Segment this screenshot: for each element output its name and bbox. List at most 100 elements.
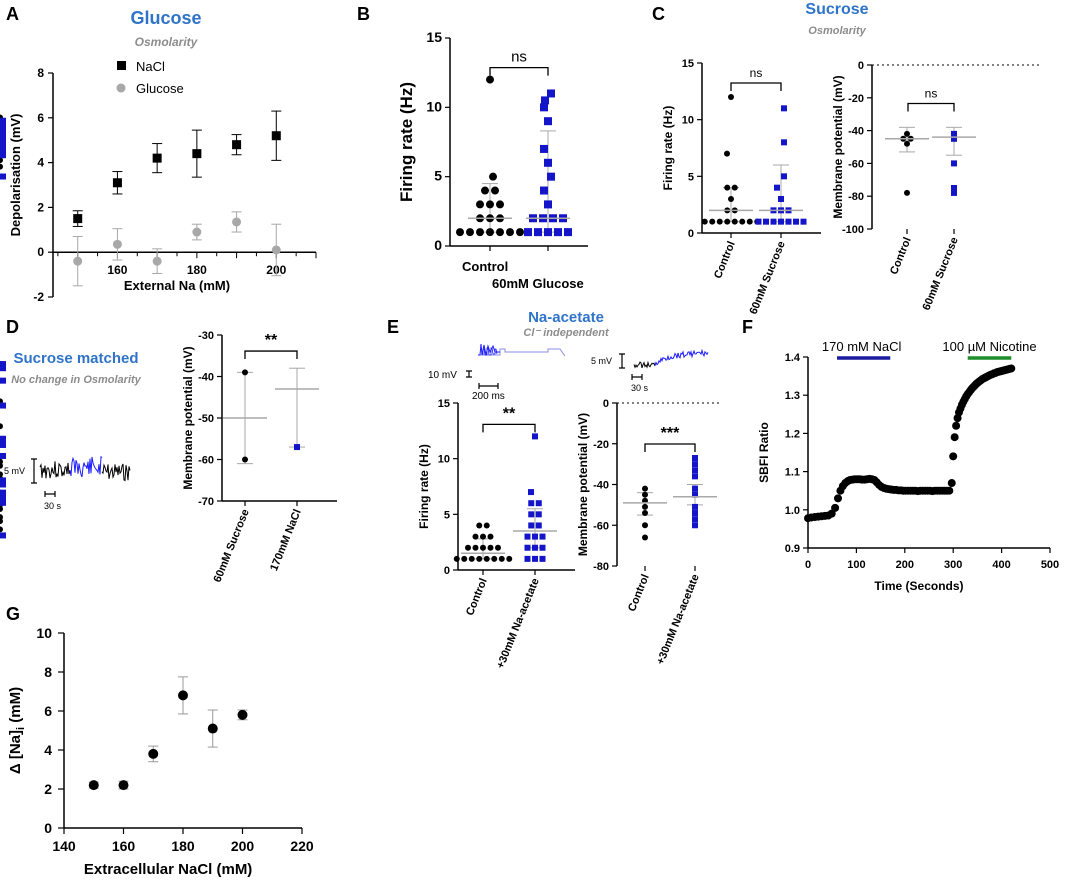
y-tick-label: 8 xyxy=(37,66,44,80)
data-point xyxy=(495,544,501,551)
y-tick-label: -80 xyxy=(593,561,609,573)
data-point xyxy=(781,173,787,180)
data-point xyxy=(0,489,6,496)
panel-c-title: Sucrose xyxy=(805,1,868,18)
data-point xyxy=(692,516,698,523)
group-1 xyxy=(513,433,557,562)
data-point xyxy=(0,402,6,409)
data-point xyxy=(540,103,548,112)
data-point xyxy=(468,555,475,562)
data-point xyxy=(192,149,202,159)
data-point xyxy=(544,158,552,167)
x-axis-label: Time (Seconds) xyxy=(874,579,963,593)
data-point xyxy=(465,544,471,551)
annotation-label: 100 µM Nicotine xyxy=(942,339,1036,354)
data-point xyxy=(88,780,99,791)
y-tick-label: 5 xyxy=(434,168,442,184)
chart-c1: 0 5 10 15 Firing rate (Hz) ns Control 60mM Sucr… xyxy=(661,58,821,316)
data-point xyxy=(539,544,546,551)
data-point xyxy=(642,522,648,529)
category-label: +30mM Na-acetate xyxy=(655,573,702,667)
significance-label: ns xyxy=(750,66,763,80)
chart-b: 0 5 10 15 Firing rate (Hz) ns Control 60mM Gluc… xyxy=(397,29,588,291)
data-point xyxy=(642,485,648,492)
x-tick-label: 160 xyxy=(107,263,127,277)
data-point xyxy=(294,444,300,451)
y-axis-label-sub: i xyxy=(15,727,27,730)
data-point xyxy=(793,218,799,225)
y-tick-label: 0.9 xyxy=(785,543,800,555)
data-point xyxy=(951,130,957,137)
x-tick-label: 300 xyxy=(944,559,962,571)
data-point xyxy=(461,555,468,562)
x-tick-label: 100 xyxy=(847,559,865,571)
significance-label: ns xyxy=(511,49,527,66)
group-0 xyxy=(456,75,524,237)
x-tick-label: 180 xyxy=(171,838,195,854)
y-tick-label: 15 xyxy=(682,58,694,70)
data-point xyxy=(466,228,474,237)
data-point xyxy=(487,533,494,540)
panel-letter-a: A xyxy=(6,4,19,24)
data-point xyxy=(781,105,787,112)
significance-label: ** xyxy=(265,332,278,349)
data-point xyxy=(532,533,538,540)
data-point xyxy=(118,780,129,791)
data-point xyxy=(554,228,562,237)
x-tick-label: 220 xyxy=(290,838,314,854)
data-point xyxy=(952,421,961,430)
category-label: Control xyxy=(626,573,652,614)
data-point xyxy=(489,172,497,181)
y-tick-label: 10 xyxy=(36,625,52,641)
trace-e1-scale-v-label: 10 mV xyxy=(428,370,457,381)
y-tick-label: 1.4 xyxy=(785,352,801,364)
data-point xyxy=(476,200,484,209)
data-point xyxy=(535,511,542,518)
trace-e2-scale-t-label: 30 s xyxy=(631,383,649,393)
data-point xyxy=(496,228,504,237)
y-tick-label: 4 xyxy=(37,156,44,170)
trace-e2-scale-t xyxy=(631,374,643,380)
data-point xyxy=(0,365,6,372)
data-point xyxy=(472,544,479,551)
panel-letter-e: E xyxy=(387,317,399,337)
data-point xyxy=(486,228,494,237)
data-point xyxy=(781,139,787,146)
data-point xyxy=(831,503,840,512)
y-tick-label: 10 xyxy=(426,98,442,114)
data-point xyxy=(491,186,499,195)
data-point xyxy=(692,461,698,468)
data-point xyxy=(739,218,746,225)
data-point xyxy=(528,522,535,529)
data-point xyxy=(73,214,83,224)
data-point xyxy=(692,467,698,474)
data-point xyxy=(746,218,753,225)
x-tick-label: 500 xyxy=(1041,559,1059,571)
significance-bracket xyxy=(644,443,696,452)
data-point xyxy=(535,522,542,529)
y-tick-label: 15 xyxy=(426,29,442,45)
data-point xyxy=(770,218,777,225)
data-point xyxy=(0,163,3,170)
data-point xyxy=(539,555,546,562)
data-point xyxy=(528,511,535,518)
y-tick-label: -20 xyxy=(593,439,609,451)
y-tick-label: -40 xyxy=(593,480,609,492)
y-axis-label-unit: (mM) xyxy=(7,687,24,727)
group-0 xyxy=(453,522,513,562)
data-point xyxy=(692,522,698,529)
y-tick-label: -100 xyxy=(842,224,864,236)
series-glucose: Glucose xyxy=(72,81,282,287)
category-label: Control xyxy=(712,240,738,281)
y-axis-label: Firing rate (Hz) xyxy=(397,82,416,202)
y-tick-label: 0 xyxy=(688,228,694,240)
significance-bracket xyxy=(244,350,298,360)
data-point xyxy=(506,555,513,562)
data-point xyxy=(541,96,549,105)
y-axis-label: Δ [Na]i (mM) xyxy=(7,687,27,774)
data-point xyxy=(544,117,552,126)
chart-f: 0 100 200 300 400 500 0.9 1.0 1.1 1.2 1.3 1.4 SBFI R… xyxy=(757,339,1059,593)
significance-bracket xyxy=(907,102,955,112)
